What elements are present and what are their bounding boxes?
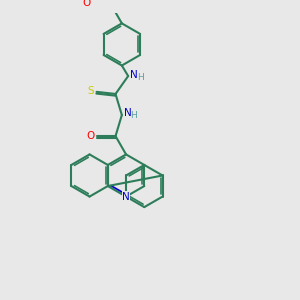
Text: N: N (130, 70, 138, 80)
Text: O: O (86, 131, 94, 141)
Text: N: N (124, 108, 131, 118)
Text: N: N (122, 192, 130, 202)
Text: H: H (137, 73, 143, 82)
Text: H: H (130, 112, 137, 121)
Text: S: S (87, 86, 94, 96)
Text: O: O (83, 0, 91, 8)
